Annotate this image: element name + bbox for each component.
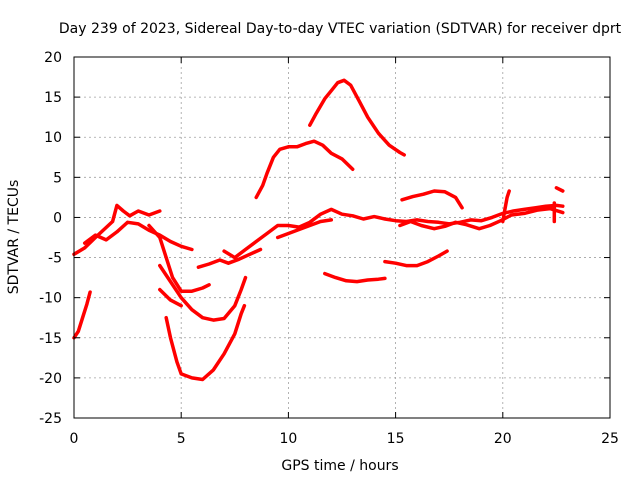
- plot-frame: [73, 56, 611, 419]
- y-tick-label: 10: [44, 130, 62, 146]
- series-trace-s6: [158, 287, 183, 308]
- chart-title: Day 239 of 2023, Sidereal Day-to-day VTE…: [59, 21, 622, 37]
- y-axis-label: SDTVAR / TECUs: [6, 180, 22, 295]
- series-trace-s1: [72, 290, 92, 340]
- grid-lines: [74, 57, 610, 418]
- y-tick-label: -10: [39, 291, 62, 307]
- series-trace-s3: [82, 220, 194, 252]
- axis-ticks: [73, 56, 611, 419]
- series-trace-s18: [554, 186, 565, 193]
- x-tick-label: 10: [279, 431, 297, 447]
- y-tick-label: 5: [53, 170, 62, 186]
- y-tick-label: -15: [39, 331, 62, 347]
- x-tick-label: 15: [387, 431, 405, 447]
- series-trace-s8: [196, 247, 263, 269]
- y-tick-label: -25: [39, 411, 62, 427]
- series-trace-s7: [164, 303, 247, 382]
- series-trace-s17: [501, 189, 511, 224]
- y-tick-label: 0: [53, 210, 62, 226]
- series-trace-s2: [72, 203, 162, 257]
- series-trace-s14: [323, 271, 387, 284]
- x-axis-label: GPS time / hours: [281, 458, 398, 474]
- tick-labels: 0 5 10 15 20 25 -25 -20 -15 -10 -5 0 5 10 15 20: [39, 50, 619, 447]
- y-tick-label: 15: [44, 90, 62, 106]
- x-tick-label: 25: [601, 431, 619, 447]
- series-trace-s12: [254, 139, 355, 200]
- series-trace-s16: [400, 189, 464, 210]
- series-trace-s10: [275, 218, 334, 240]
- y-tick-label: -5: [48, 251, 62, 267]
- data-series-group: [72, 78, 565, 382]
- x-tick-label: 20: [494, 431, 512, 447]
- series-trace-s11: [398, 206, 565, 231]
- series-trace-s9: [222, 203, 565, 260]
- x-tick-label: 5: [177, 431, 186, 447]
- series-trace-s13: [308, 78, 406, 157]
- y-tick-label: -20: [39, 371, 62, 387]
- series-trace-s4: [147, 223, 211, 293]
- x-tick-label: 0: [70, 431, 79, 447]
- series-trace-s5: [158, 263, 248, 322]
- y-tick-label: 20: [44, 50, 62, 66]
- series-trace-s15: [383, 249, 449, 268]
